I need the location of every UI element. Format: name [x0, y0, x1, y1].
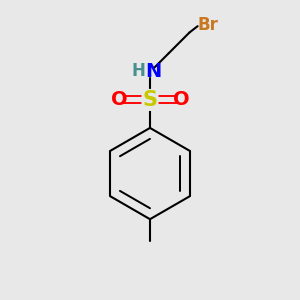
Text: O: O	[172, 90, 189, 110]
Text: N: N	[146, 62, 162, 82]
Text: O: O	[111, 90, 128, 110]
Text: H: H	[132, 61, 146, 80]
Text: S: S	[142, 90, 158, 110]
Text: S: S	[142, 90, 158, 110]
Text: Br: Br	[197, 16, 218, 34]
